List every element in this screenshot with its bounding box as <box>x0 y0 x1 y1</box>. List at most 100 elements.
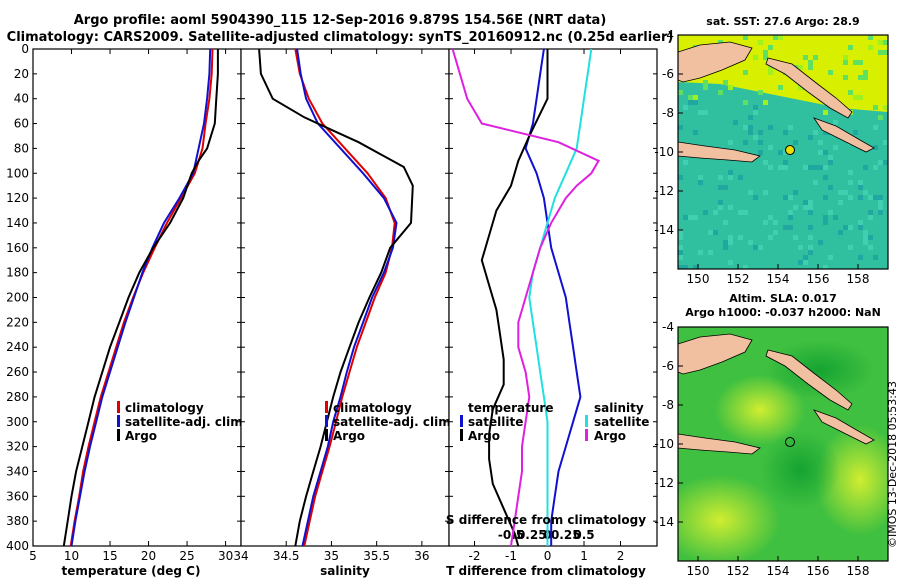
sst-pixel <box>863 235 868 240</box>
legend-satellite: satellite-adj. clim. <box>333 415 455 429</box>
sst-pixel <box>788 225 793 230</box>
y-tick-label: 40 <box>14 92 29 106</box>
temperature-plot-frame <box>32 48 242 547</box>
sst-pixel <box>818 165 823 170</box>
sst-pixel <box>828 185 833 190</box>
sst-pixel <box>848 225 853 230</box>
sst-pixel <box>848 170 853 175</box>
sst-pixel <box>808 245 813 250</box>
s-difference-label: S difference from climatology <box>446 513 646 527</box>
sst-pixel <box>763 100 768 105</box>
sst-pixel <box>783 165 788 170</box>
sst-pixel <box>758 150 763 155</box>
x-tick-label: 35.5 <box>363 549 390 563</box>
sst-pixel <box>753 105 758 110</box>
sla-map-title: Altim. SLA: 0.017 <box>729 292 836 305</box>
sst-pixel <box>718 175 723 180</box>
x-tick-label: 34.5 <box>273 549 300 563</box>
sst-pixel <box>783 225 788 230</box>
sst-pixel <box>843 55 848 60</box>
series-line-argo <box>258 49 414 546</box>
sst-pixel <box>843 225 848 230</box>
sst-pixel <box>743 210 748 215</box>
sst-pixel <box>848 245 853 250</box>
sst-pixel <box>863 240 868 245</box>
sst-pixel <box>753 245 758 250</box>
sst-pixel <box>808 235 813 240</box>
legend-swatch-climatology <box>325 401 328 413</box>
sst-pixel <box>768 235 773 240</box>
sst-pixel <box>808 210 813 215</box>
sst-pixel <box>873 145 878 150</box>
sst-pixel <box>793 190 798 195</box>
sst-pixel <box>803 260 808 265</box>
sst-pixel <box>878 210 883 215</box>
x-tick-label: 35 <box>324 549 339 563</box>
series-line-satellite-adj-clim- <box>296 49 398 546</box>
map-y-tick-label: -14 <box>654 515 674 529</box>
sst-pixel <box>768 145 773 150</box>
sst-pixel <box>863 190 868 195</box>
map-x-tick-label: 152 <box>727 272 750 286</box>
legend-climatology: climatology <box>333 401 412 415</box>
legend-s-title: salinity <box>594 401 644 415</box>
sst-pixel <box>858 180 863 185</box>
sst-pixel <box>723 185 728 190</box>
difference-panel: -2 -1 0 1 2-0.5-0.250 0.250.5 temperature sat… <box>446 48 658 578</box>
land-mass <box>678 41 753 83</box>
sst-pixel <box>778 165 783 170</box>
sst-pixel <box>678 125 683 130</box>
y-tick-label: 200 <box>6 291 29 305</box>
sst-pixel <box>713 210 718 215</box>
sst-pixel <box>808 65 813 70</box>
temperature-legend: climatology satellite-adj. clim. Argo <box>117 401 247 443</box>
map-y-tick-label: -8 <box>662 106 674 120</box>
sla-high-patch <box>678 475 780 561</box>
legend-s-satellite: satellite <box>594 415 649 429</box>
sst-pixel <box>868 45 873 50</box>
land-mass <box>678 433 761 455</box>
sst-pixel <box>823 265 828 269</box>
sst-pixel <box>763 220 768 225</box>
sst-pixel <box>848 195 853 200</box>
sst-pixel <box>828 155 833 160</box>
sst-pixel <box>878 50 883 55</box>
sst-map-title: sat. SST: 27.6 Argo: 28.9 <box>706 15 859 28</box>
sst-pixel <box>863 75 868 80</box>
series-line-s-argo <box>451 49 601 546</box>
sla-high-patch <box>715 375 805 445</box>
sst-pixel <box>718 40 723 45</box>
sst-pixel <box>738 175 743 180</box>
sst-pixel <box>878 205 883 210</box>
sst-pixel <box>723 220 728 225</box>
sst-pixel <box>873 165 878 170</box>
y-tick-label: 220 <box>6 315 29 329</box>
map-x-tick-label: 156 <box>807 564 830 578</box>
sst-pixel <box>858 75 863 80</box>
x-tick-label: 15 <box>102 549 117 563</box>
sst-pixel <box>693 215 698 220</box>
sst-pixel <box>863 230 868 235</box>
sst-pixel <box>858 255 863 260</box>
sst-pixel <box>743 125 748 130</box>
series-line-argo <box>62 49 219 546</box>
y-tick-label: 400 <box>6 539 29 553</box>
x-tick-label: -2 <box>469 549 481 563</box>
argo-location-marker <box>785 145 795 156</box>
x-tick-label: 34 <box>233 549 248 563</box>
sst-pixel <box>878 160 883 165</box>
sst-pixel <box>803 165 808 170</box>
sst-pixel <box>728 260 733 265</box>
legend-t-title: temperature <box>468 401 553 415</box>
sst-pixel <box>683 105 688 110</box>
sst-pixel <box>678 235 683 240</box>
sst-pixel <box>683 215 688 220</box>
sst-pixel <box>793 140 798 145</box>
y-tick-label: 300 <box>6 415 29 429</box>
sst-pixel <box>693 95 698 100</box>
sst-pixel <box>743 140 748 145</box>
sst-pixel <box>873 195 878 200</box>
sst-pixel <box>768 70 773 75</box>
legend-swatch-satellite <box>325 415 328 427</box>
sst-pixel <box>778 35 783 40</box>
